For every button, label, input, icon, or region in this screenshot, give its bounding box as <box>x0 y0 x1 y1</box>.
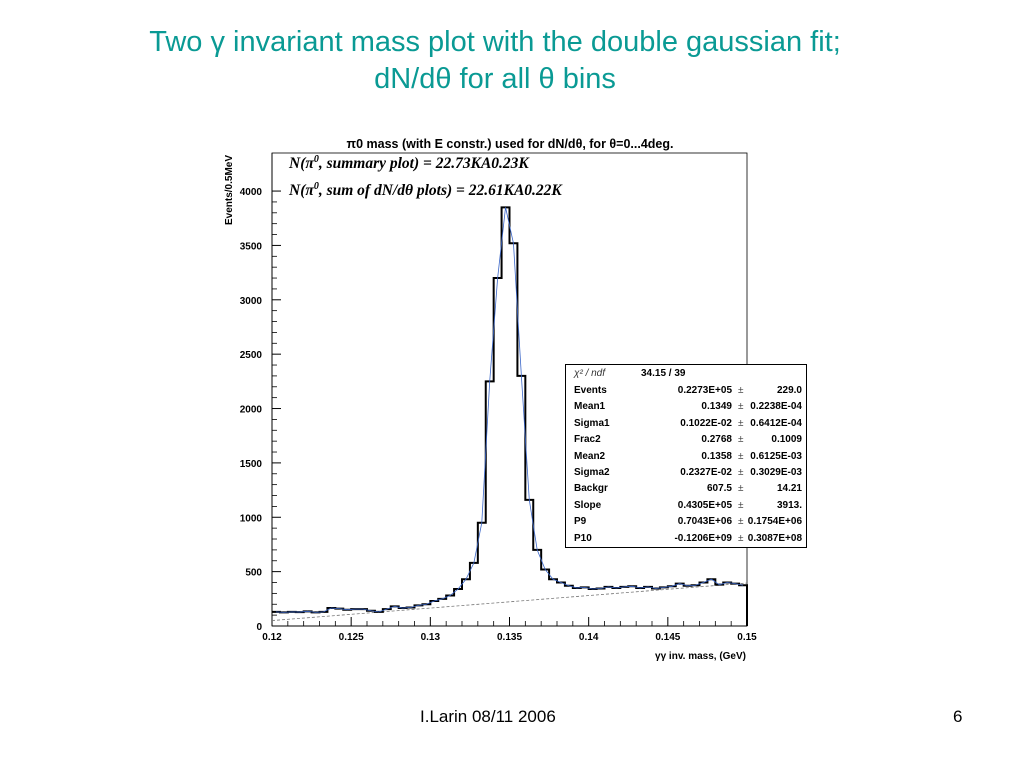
stat-name: Frac2 <box>574 434 601 446</box>
stat-value: 0.1022E-02 <box>680 417 732 429</box>
stat-name: Events <box>574 385 607 396</box>
stat-error: 0.2238E-04 <box>750 401 802 413</box>
stats-row: Sigma2 0.2327E-02 ±0.3029E-03 <box>566 465 806 481</box>
stat-value: 0.2273E+05 <box>677 385 732 396</box>
slide-title-line1: Two γ invariant mass plot with the doubl… <box>149 26 841 58</box>
stat-error: 0.1009 <box>771 434 802 446</box>
y-tick-label: 2500 <box>240 350 263 361</box>
stats-row: Mean1 0.1349 ±0.2238E-04 <box>566 399 806 415</box>
stat-name: Backgr <box>574 483 608 495</box>
annotation-sum-plots: N(π0, sum of dN/dθ plots) = 22.61KA0.22K <box>289 181 562 200</box>
stat-pm: ± <box>738 385 744 396</box>
stat-value: 0.4305E+05 <box>677 499 732 511</box>
y-tick-label: 1000 <box>240 513 263 524</box>
stats-row: P9 0.7043E+06 ±0.1754E+06 <box>566 514 806 530</box>
stat-value: 0.1358 <box>701 450 732 462</box>
chi2-value: 34.15 / 39 <box>641 368 686 379</box>
stats-row: Backgr 607.5 ±14.21 <box>566 481 806 497</box>
stats-row: P10 -0.1206E+09 ±0.3087E+08 <box>566 531 806 547</box>
stat-error: 0.6412E-04 <box>750 417 802 429</box>
stat-name: Slope <box>574 499 602 511</box>
stat-value: 0.1349 <box>701 401 732 413</box>
stat-pm: ± <box>738 516 744 528</box>
x-tick-label: 0.125 <box>339 632 364 643</box>
y-tick-label: 1500 <box>240 459 263 470</box>
stat-error: 0.3029E-03 <box>750 467 802 478</box>
stat-value: 607.5 <box>706 483 732 495</box>
stat-name: Mean1 <box>574 401 606 413</box>
slide-title-line2: dN/dθ for all θ bins <box>374 63 616 95</box>
stat-name: Sigma1 <box>574 417 610 429</box>
y-tick-label: 3000 <box>240 296 263 307</box>
y-tick-label: 0 <box>256 622 262 633</box>
stat-name: Sigma2 <box>574 467 610 478</box>
stat-name: Mean2 <box>574 450 606 462</box>
stat-value: -0.1206E+09 <box>674 532 732 544</box>
y-axis-label: Events/0.5MeV <box>224 155 235 225</box>
stat-pm: ± <box>738 401 744 413</box>
stats-row: Sigma1 0.1022E-02 ±0.6412E-04 <box>566 416 806 432</box>
stat-pm: ± <box>738 483 744 495</box>
stat-pm: ± <box>738 434 744 446</box>
x-tick-label: 0.13 <box>421 632 441 643</box>
y-tick-label: 2000 <box>240 405 263 416</box>
chart-title: π0 mass (with E constr.) used for dN/dθ,… <box>347 137 674 151</box>
y-tick-label: 3500 <box>240 241 263 252</box>
stat-error: 0.3087E+08 <box>747 532 802 544</box>
stats-row-chi2: χ² / ndf 34.15 / 39 <box>566 366 806 382</box>
stat-pm: ± <box>738 532 744 544</box>
stat-pm: ± <box>738 467 744 478</box>
annotation-summary-plot: N(π0, summary plot) = 22.73KA0.23K <box>289 154 529 173</box>
stats-row: Mean2 0.1358 ±0.6125E-03 <box>566 449 806 465</box>
stat-name: P10 <box>574 532 592 544</box>
stat-error: 3913. <box>776 499 802 511</box>
chi2-label: χ² / ndf <box>574 368 606 379</box>
stat-pm: ± <box>738 499 744 511</box>
stat-error: 0.1754E+06 <box>747 516 802 528</box>
x-tick-label: 0.145 <box>655 632 680 643</box>
stats-row: Slope 0.4305E+05 ±3913. <box>566 498 806 514</box>
y-tick-label: 500 <box>245 568 262 579</box>
page-number: 6 <box>953 707 963 726</box>
stat-value: 0.7043E+06 <box>677 516 732 528</box>
x-tick-label: 0.15 <box>737 632 757 643</box>
stats-row: Events 0.2273E+05 ±229.0 <box>566 383 806 399</box>
fit-stats-box: χ² / ndf 34.15 / 39 Events 0.2273E+05 ±229… <box>565 364 807 548</box>
stat-error: 0.6125E-03 <box>750 450 802 462</box>
background-fit-line <box>271 582 748 621</box>
stats-row: Frac2 0.2768 ±0.1009 <box>566 432 806 448</box>
slide-title: Two γ invariant mass plot with the doubl… <box>0 24 990 98</box>
stat-pm: ± <box>738 450 744 462</box>
x-tick-label: 0.12 <box>262 632 282 643</box>
stat-pm: ± <box>738 417 744 429</box>
fit-curve <box>275 207 744 613</box>
x-tick-label: 0.14 <box>579 632 599 643</box>
stat-value: 0.2327E-02 <box>680 467 732 478</box>
histogram-chart: π0 mass (with E constr.) used for dN/dθ,… <box>224 137 757 662</box>
x-axis-label: γγ inv. mass, (GeV) <box>655 651 746 662</box>
stat-value: 0.2768 <box>701 434 732 446</box>
y-tick-label: 4000 <box>240 187 263 198</box>
stat-error: 229.0 <box>776 385 802 396</box>
x-tick-label: 0.135 <box>497 632 522 643</box>
stat-error: 14.21 <box>776 483 802 495</box>
footer-author-date: I.Larin 08/11 2006 <box>420 707 556 726</box>
stat-name: P9 <box>574 516 587 528</box>
